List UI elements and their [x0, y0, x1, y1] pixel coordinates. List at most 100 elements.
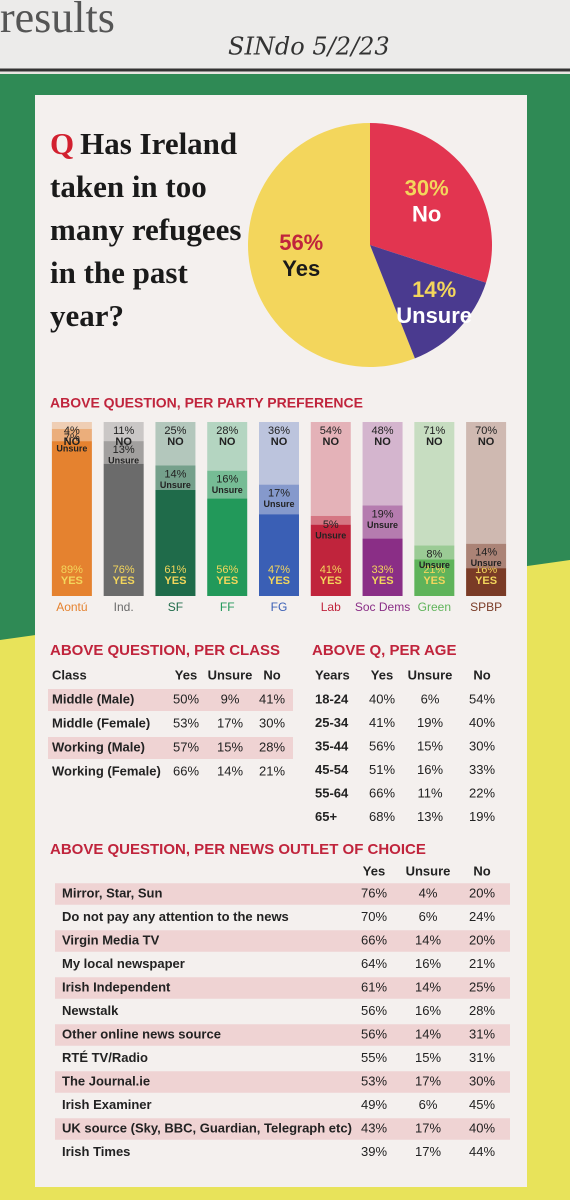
segment-series-label: Unsure — [367, 520, 398, 530]
segment-series-label: YES — [61, 575, 83, 587]
row-stripe — [55, 1118, 510, 1140]
table-cell: 15% — [217, 739, 243, 754]
table-cell: 11% — [417, 785, 442, 800]
table-cell: Mirror, Star, Sun — [62, 885, 162, 900]
pie-value-label: 56% — [279, 230, 323, 255]
bar-segment — [362, 505, 403, 539]
bar-segment — [414, 422, 455, 546]
table-cell: 28% — [259, 739, 285, 754]
table-cell: 56% — [369, 738, 395, 753]
bar-segment — [207, 470, 248, 499]
table-cell: 70% — [361, 909, 387, 924]
segment-series-label: Unsure — [212, 485, 243, 495]
table-cell: 30% — [469, 1073, 495, 1088]
x-category-label: FG — [271, 600, 288, 614]
x-category-label: Lab — [321, 600, 341, 614]
table-cell: Virgin Media TV — [62, 932, 160, 947]
table-cell: 41% — [369, 715, 395, 730]
segment-value-label: 70% — [475, 425, 497, 437]
x-category-label: Soc Dems — [355, 600, 410, 614]
table-title: ABOVE QUESTION, PER NEWS OUTLET OF CHOIC… — [50, 841, 426, 858]
bar-segment — [466, 422, 507, 544]
segment-series-label: NO — [271, 436, 288, 448]
segment-value-label: 19% — [372, 508, 394, 520]
segment-value-label: 61% — [164, 564, 186, 576]
table-cell: 6% — [419, 1097, 438, 1112]
bar-segment — [310, 524, 351, 596]
segment-series-label: YES — [475, 575, 497, 587]
table-cell: 40% — [469, 715, 495, 730]
table-header: Yes — [371, 667, 393, 682]
table-cell: Irish Examiner — [62, 1097, 152, 1112]
segment-series-label: YES — [372, 575, 394, 587]
table-cell: 56% — [361, 1003, 387, 1018]
table-title: ABOVE QUESTION, PER CLASS — [50, 642, 280, 659]
table-cell: RTÉ TV/Radio — [62, 1050, 148, 1065]
table-cell: 30% — [469, 738, 495, 753]
segment-value-label: 21% — [423, 564, 445, 576]
table-header: No — [473, 863, 490, 878]
table-cell: 28% — [469, 1003, 495, 1018]
table-cell: Working (Female) — [52, 763, 161, 778]
table-header: Unsure — [208, 667, 253, 682]
bar-segment — [207, 422, 248, 471]
table-cell: 44% — [469, 1144, 495, 1159]
table-cell: 66% — [361, 932, 387, 947]
bar-segment — [310, 422, 351, 516]
table-cell: 14% — [415, 932, 441, 947]
bar-segment — [259, 514, 299, 596]
table-cell: 6% — [419, 909, 438, 924]
table-cell: 43% — [361, 1120, 387, 1135]
question: Q Has Ireland taken in too many refugees … — [50, 122, 265, 337]
segment-value-label: 4% — [64, 425, 80, 437]
segment-series-label: YES — [423, 575, 445, 587]
table-header: Class — [52, 667, 87, 682]
bar-segment — [466, 543, 507, 569]
segment-value-label: 14% — [475, 547, 497, 559]
table-cell: 17% — [415, 1144, 441, 1159]
segment-series-label: Unsure — [56, 443, 87, 453]
bar-segment — [103, 422, 144, 442]
table-cell: 21% — [469, 956, 495, 971]
table-cell: 31% — [469, 1050, 495, 1065]
table-cell: 61% — [361, 979, 387, 994]
segment-series-label: YES — [164, 575, 186, 587]
bar-segment — [155, 465, 196, 490]
segment-value-label: 25% — [164, 425, 186, 437]
bar-segment — [362, 538, 403, 596]
table-header: No — [473, 667, 490, 682]
table-cell: 56% — [361, 1026, 387, 1041]
pie-category-label: Unsure — [396, 303, 472, 328]
pie-value-label: 30% — [405, 176, 449, 201]
bar-segment — [51, 428, 92, 442]
bar-segment — [414, 559, 455, 596]
bar-segment — [259, 484, 299, 515]
bar-segment — [103, 441, 144, 464]
bar-segment — [259, 422, 299, 485]
table-cell: Working (Male) — [52, 739, 145, 754]
row-stripe — [48, 737, 293, 759]
segment-value-label: 14% — [164, 468, 186, 480]
table-cell: 18-24 — [315, 691, 349, 706]
table-cell: 55-64 — [315, 785, 349, 800]
segment-series-label: NO — [115, 436, 132, 448]
segment-series-label: Unsure — [160, 480, 191, 490]
table-cell: 21% — [259, 763, 285, 778]
pie-slice — [247, 123, 415, 368]
table-header: Unsure — [408, 667, 453, 682]
bar-segment — [103, 463, 144, 596]
segment-value-label: 48% — [372, 425, 394, 437]
table-cell: 4% — [419, 885, 438, 900]
bar-segment — [207, 498, 248, 596]
table-cell: 45% — [469, 1097, 495, 1112]
question-text: Has Ireland taken in too many refugees i… — [50, 126, 242, 333]
bar-segment — [310, 515, 351, 525]
table-cell: Other online news source — [62, 1026, 221, 1041]
segment-value-label: 56% — [216, 564, 238, 576]
table-cell: 66% — [173, 763, 199, 778]
table-cell: Irish Times — [62, 1144, 130, 1159]
table-cell: 15% — [415, 1050, 441, 1065]
bar-segment — [362, 422, 403, 506]
table-cell: 17% — [415, 1073, 441, 1088]
